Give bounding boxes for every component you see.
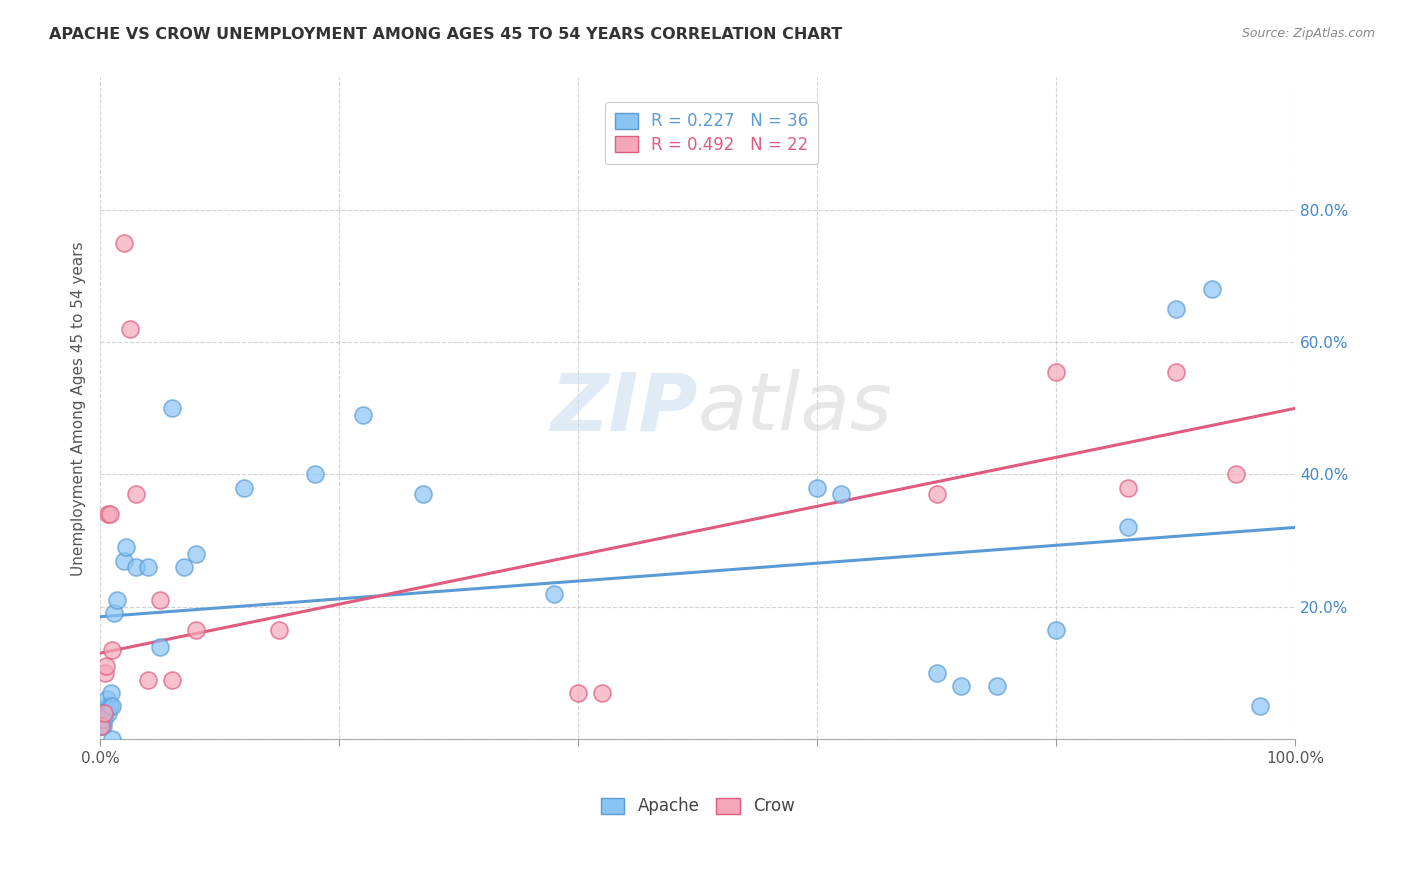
Point [543,586,565,600]
Point [101,732,124,747]
Point [94,665,117,680]
Text: atlas: atlas [697,369,893,447]
Point [1225,467,1247,482]
Point [98,699,121,714]
Point [567,686,589,700]
Point [93,712,115,726]
Point [90,719,112,733]
Point [98,507,121,521]
Point [94,699,117,714]
Point [94,706,117,720]
Point [100,686,122,700]
Point [97,507,120,521]
Point [90,719,112,733]
Point [112,235,135,250]
Point [1045,623,1067,637]
Point [1201,282,1223,296]
Point [112,553,135,567]
Point [125,487,148,501]
Point [136,560,159,574]
Point [269,623,291,637]
Point [986,679,1008,693]
Point [136,673,159,687]
Point [101,643,124,657]
Point [96,692,118,706]
Text: ZIP: ZIP [550,369,697,447]
Point [125,560,148,574]
Point [91,719,114,733]
Point [925,665,948,680]
Point [232,481,254,495]
Point [173,560,195,574]
Point [1164,301,1187,316]
Y-axis label: Unemployment Among Ages 45 to 54 years: Unemployment Among Ages 45 to 54 years [72,241,86,575]
Text: Source: ZipAtlas.com: Source: ZipAtlas.com [1241,27,1375,40]
Point [304,467,326,482]
Point [1116,481,1139,495]
Point [591,686,613,700]
Point [830,487,852,501]
Point [1116,520,1139,534]
Point [101,699,124,714]
Point [806,481,828,495]
Point [118,322,141,336]
Point [949,679,972,693]
Point [1249,699,1271,714]
Point [1164,365,1187,379]
Point [103,607,125,621]
Point [412,487,434,501]
Point [184,547,207,561]
Point [149,640,172,654]
Legend: Apache, Crow: Apache, Crow [595,790,801,822]
Point [93,706,115,720]
Point [184,623,207,637]
Point [160,673,183,687]
Point [1045,365,1067,379]
Point [97,706,120,720]
Point [115,541,138,555]
Point [925,487,948,501]
Point [160,401,183,416]
Text: APACHE VS CROW UNEMPLOYMENT AMONG AGES 45 TO 54 YEARS CORRELATION CHART: APACHE VS CROW UNEMPLOYMENT AMONG AGES 4… [49,27,842,42]
Point [105,593,128,607]
Point [149,593,172,607]
Point [94,659,117,673]
Point [352,408,374,422]
